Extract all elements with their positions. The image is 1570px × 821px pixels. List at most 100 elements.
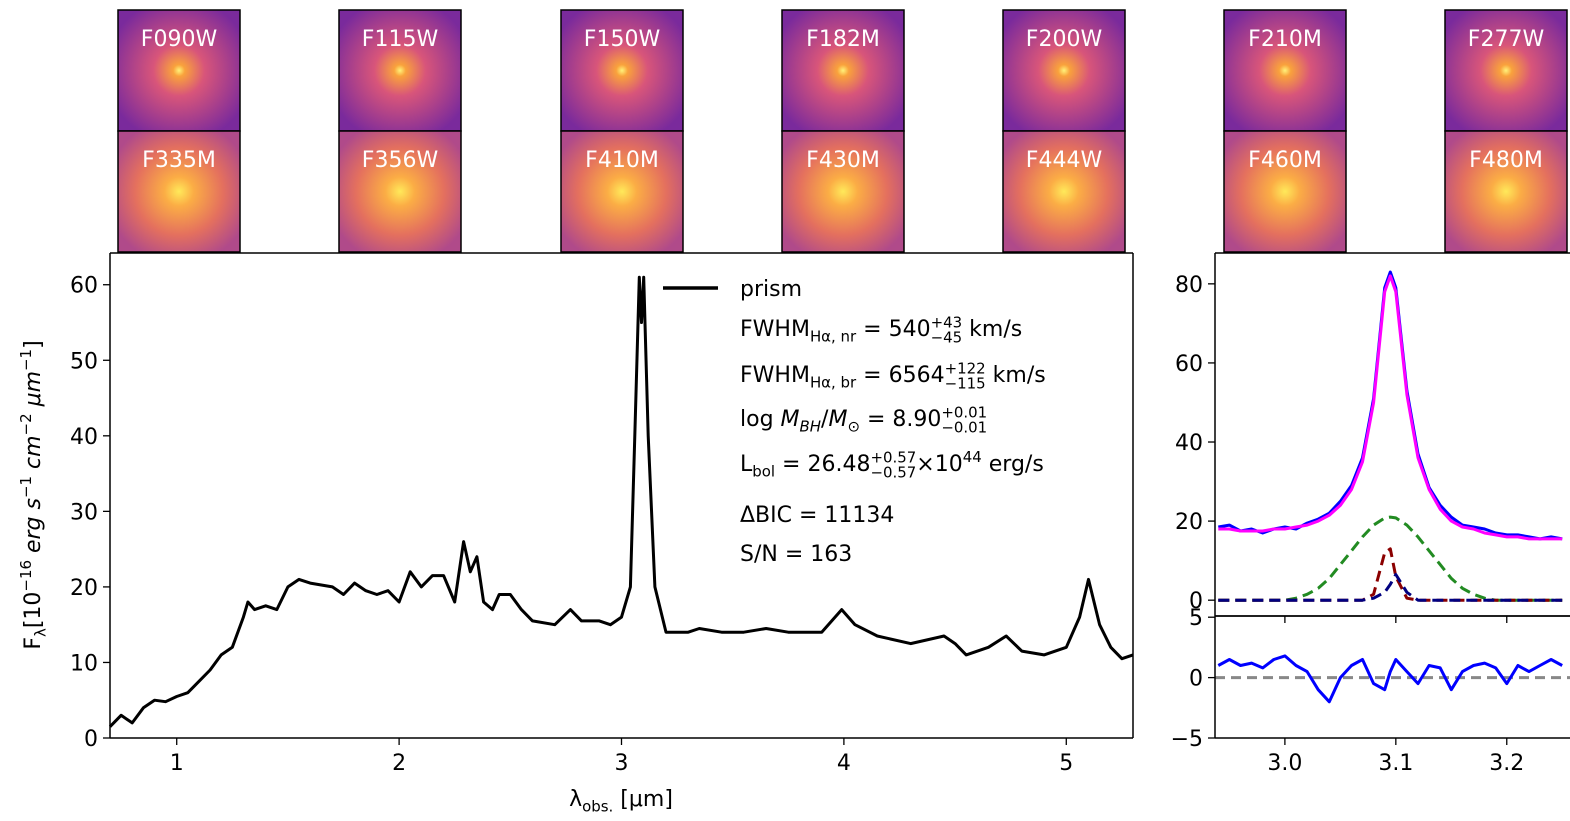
thumbnail: [117, 130, 241, 253]
annotation: ΔBIC = 11134: [740, 503, 894, 528]
thumbnail-label: F335M: [142, 148, 216, 173]
label-part: Hα, br: [810, 374, 857, 392]
label-part: μm: [21, 371, 46, 413]
thumbnail-label: F115W: [362, 27, 439, 52]
x-tick-label: 3.2: [1489, 751, 1524, 776]
label-part: λ: [569, 787, 582, 812]
x-tick-label: 2: [392, 751, 406, 776]
label-part: ΔBIC = 11134: [740, 503, 894, 528]
plot: 0 20 40 60 80: [1175, 252, 1570, 623]
label-part: erg s: [21, 498, 46, 560]
thumbnail: [1223, 9, 1347, 132]
label-part: −16: [17, 560, 35, 592]
label-part: −45: [931, 329, 963, 347]
y-axis-label: Fλ[10−16 erg s−1 cm−2 μm−1]: [17, 340, 49, 649]
thumbnail: [1444, 130, 1568, 253]
x-tick-label: 3.0: [1267, 751, 1302, 776]
label-part: ⊙: [847, 418, 860, 436]
thumbnail-label: F356W: [362, 148, 439, 173]
label-part: [10: [21, 592, 46, 629]
label-part: M: [781, 407, 800, 432]
legend-label: prism: [740, 277, 802, 302]
label-part: = 8.90: [860, 407, 941, 432]
thumbnail-label: F480M: [1469, 148, 1543, 173]
label-part: S/N = 163: [740, 542, 852, 567]
label-part: FWHM: [740, 317, 810, 342]
thumbnail-label: F460M: [1248, 148, 1322, 173]
label-part: = 540: [856, 317, 930, 342]
thumbnail: [338, 9, 462, 132]
y-tick-label: 40: [1175, 431, 1203, 456]
y-tick-label: 20: [70, 576, 98, 601]
plot: 3.0 3.1 3.2 −5 0 5: [1171, 606, 1570, 776]
label-part: Hα, nr: [810, 328, 857, 346]
thumbnail: [560, 9, 684, 132]
x-tick-label: 4: [837, 751, 851, 776]
series-line: [1217, 654, 1563, 704]
label-part: +0.57: [870, 449, 916, 467]
label-part: −2: [17, 413, 35, 435]
label-part: bol: [752, 463, 775, 481]
label-part: km/s: [986, 363, 1046, 388]
label-part: cm: [21, 435, 46, 476]
label-part: L: [740, 452, 753, 477]
thumbnail: [781, 130, 905, 253]
thumbnail: [1002, 130, 1126, 253]
y-tick-label: 10: [70, 651, 98, 676]
thumbnail: [560, 130, 684, 253]
label-part: −0.57: [870, 464, 916, 482]
x-tick-label: 5: [1059, 751, 1073, 776]
thumbnail-label: F150W: [584, 27, 661, 52]
series-line: [1218, 274, 1563, 541]
label-part: +122: [945, 360, 986, 378]
x-tick-label: 3.1: [1378, 751, 1413, 776]
y-tick-label: 30: [70, 500, 98, 525]
label-part: FWHM: [740, 363, 810, 388]
y-tick-label: 50: [70, 349, 98, 374]
label-part: erg/s: [982, 452, 1044, 477]
label-part: BH: [800, 418, 822, 436]
label-part: km/s: [962, 317, 1022, 342]
thumbnail-label: F410M: [585, 148, 659, 173]
y-tick-label: 60: [70, 274, 98, 299]
label-part: −115: [945, 375, 986, 393]
label-part: +43: [931, 314, 963, 332]
annotation: FWHM Hα, br = 6564 +122−115 km/s: [740, 360, 1046, 393]
label-part: obs.: [582, 798, 613, 816]
thumbnail: [781, 9, 905, 132]
thumbnail: [1223, 130, 1347, 253]
label-part: +0.01: [941, 404, 987, 422]
label-part: [μm]: [613, 787, 673, 812]
thumbnail-label: F200W: [1026, 27, 1103, 52]
label-part: M: [828, 407, 847, 432]
label-part: = 6564: [856, 363, 944, 388]
thumbnail: [338, 130, 462, 253]
annotation: log M BH / M ⊙ = 8.90 +0.01−0.01: [740, 404, 987, 437]
thumbnail-label: F430M: [806, 148, 880, 173]
x-axis-label: λ obs. [μm]: [569, 787, 673, 816]
label-part: −1: [17, 349, 35, 371]
annotation: S/N = 163: [740, 542, 852, 567]
y-tick-label: 80: [1175, 273, 1203, 298]
label-part: = 26.48: [775, 452, 870, 477]
thumbnail-label: F210M: [1248, 27, 1322, 52]
thumbnail-label: F444W: [1026, 148, 1103, 173]
label-part: ]: [21, 340, 46, 349]
label-part: F: [21, 637, 46, 650]
y-tick-label: −5: [1171, 727, 1203, 752]
series-line: [1218, 270, 1563, 541]
series-line: [108, 275, 1134, 728]
y-tick-label: 0: [1189, 667, 1203, 692]
y-tick-label: 0: [1189, 589, 1203, 614]
thumbnail-label: F182M: [806, 27, 880, 52]
x-tick-label: 3: [615, 751, 629, 776]
y-tick-label: 5: [1189, 606, 1203, 631]
label-part: −0.01: [941, 419, 987, 437]
series-line: [1218, 547, 1563, 602]
annotation: FWHM Hα, nr = 540 +43−45 km/s: [740, 314, 1022, 347]
label-part: log: [740, 407, 781, 432]
y-tick-label: 60: [1175, 352, 1203, 377]
label-part: /: [821, 407, 829, 432]
